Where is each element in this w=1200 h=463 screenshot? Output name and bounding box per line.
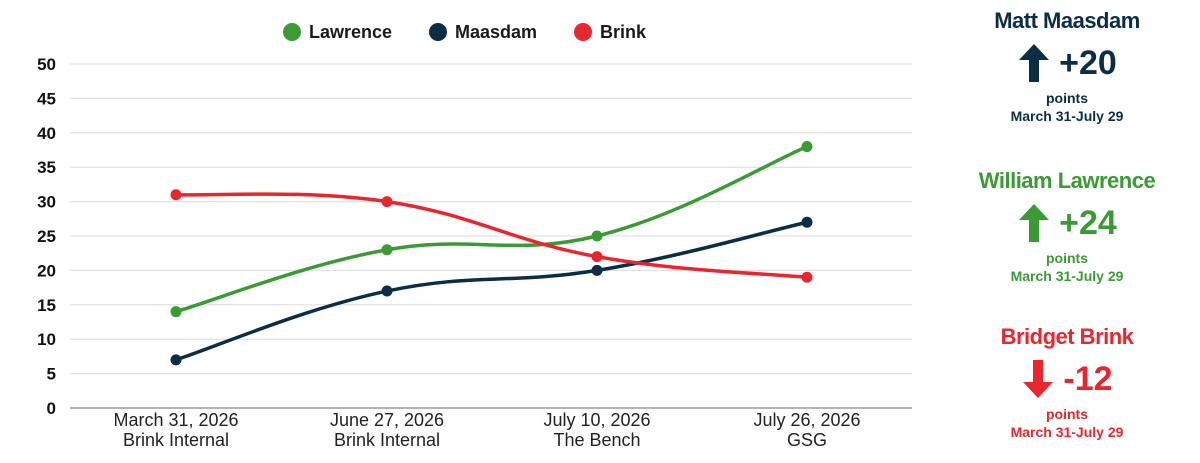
panel-maasdam: Matt Maasdam +20 points March 31-July 29: [942, 8, 1192, 124]
data-point-maasdam: [801, 216, 813, 228]
data-point-brink: [170, 189, 182, 201]
y-tick-label: 35: [37, 158, 56, 177]
legend-label: Brink: [600, 22, 647, 42]
x-tick-label: March 31, 2026: [113, 410, 238, 430]
period-label: March 31-July 29: [1010, 108, 1124, 124]
series-line-maasdam: [174, 220, 809, 362]
y-tick-label: 0: [47, 399, 56, 418]
x-tick-label: GSG: [787, 430, 827, 450]
y-tick-label: 25: [37, 227, 56, 246]
x-tick-label: The Bench: [553, 430, 640, 450]
y-tick-label: 45: [37, 89, 56, 108]
data-point-lawrence: [591, 230, 603, 242]
legend-marker: [429, 23, 447, 41]
points-unit: points: [1046, 250, 1088, 266]
chart-legend: Lawrence Maasdam Brink: [283, 22, 647, 42]
y-tick-label: 40: [37, 124, 56, 143]
period-label: March 31-July 29: [1010, 424, 1124, 440]
change-row: +24: [942, 202, 1192, 244]
x-tick-label: July 10, 2026: [543, 410, 650, 430]
arrow-up-icon: [1019, 204, 1050, 242]
candidate-name: Matt Maasdam: [994, 8, 1140, 33]
legend-label: Lawrence: [309, 22, 392, 42]
points-unit: points: [1046, 90, 1088, 106]
y-tick-label: 50: [37, 55, 56, 74]
y-tick-label: 20: [37, 261, 56, 280]
points-change: -12: [1063, 359, 1113, 398]
period-label: March 31-July 29: [1010, 268, 1124, 284]
y-tick-label: 5: [47, 365, 56, 384]
legend-label: Maasdam: [455, 22, 537, 42]
x-tick-label: Brink Internal: [334, 430, 440, 450]
candidate-name: William Lawrence: [978, 168, 1156, 193]
arrow-up-icon: [1019, 44, 1050, 82]
panel-brink: Bridget Brink -12 points March 31-July 2…: [942, 324, 1192, 440]
x-tick-label: Brink Internal: [123, 430, 229, 450]
data-point-brink: [591, 251, 603, 263]
data-point-brink: [381, 196, 393, 208]
series-line-brink: [174, 192, 809, 280]
y-tick-label: 30: [37, 193, 56, 212]
series-points: [170, 141, 813, 366]
data-point-maasdam: [170, 354, 182, 366]
data-point-lawrence: [801, 141, 813, 153]
legend-marker: [574, 23, 592, 41]
x-tick-label: June 27, 2026: [330, 410, 444, 430]
change-row: +20: [942, 42, 1192, 84]
x-tick-label: July 26, 2026: [753, 410, 860, 430]
series-lines: [174, 144, 809, 362]
change-row: -12: [942, 358, 1192, 400]
panel-lawrence: William Lawrence +24 points March 31-Jul…: [942, 168, 1192, 284]
data-point-lawrence: [170, 306, 182, 318]
y-axis-ticks: 0 5 10 15 20 25 30 35 40 45 50: [37, 55, 56, 418]
chart-grid: [70, 63, 912, 409]
data-point-maasdam: [381, 285, 393, 297]
points-unit: points: [1046, 406, 1088, 422]
points-change: +20: [1059, 43, 1117, 82]
y-tick-label: 10: [37, 330, 56, 349]
series-line-lawrence: [174, 144, 809, 314]
points-change: +24: [1059, 203, 1117, 242]
legend-marker: [283, 23, 301, 41]
data-point-lawrence: [381, 244, 393, 256]
arrow-down-icon: [1023, 360, 1054, 398]
data-point-brink: [801, 271, 813, 283]
y-tick-label: 15: [37, 296, 56, 315]
data-point-maasdam: [591, 264, 603, 276]
candidate-name: Bridget Brink: [1000, 324, 1134, 349]
